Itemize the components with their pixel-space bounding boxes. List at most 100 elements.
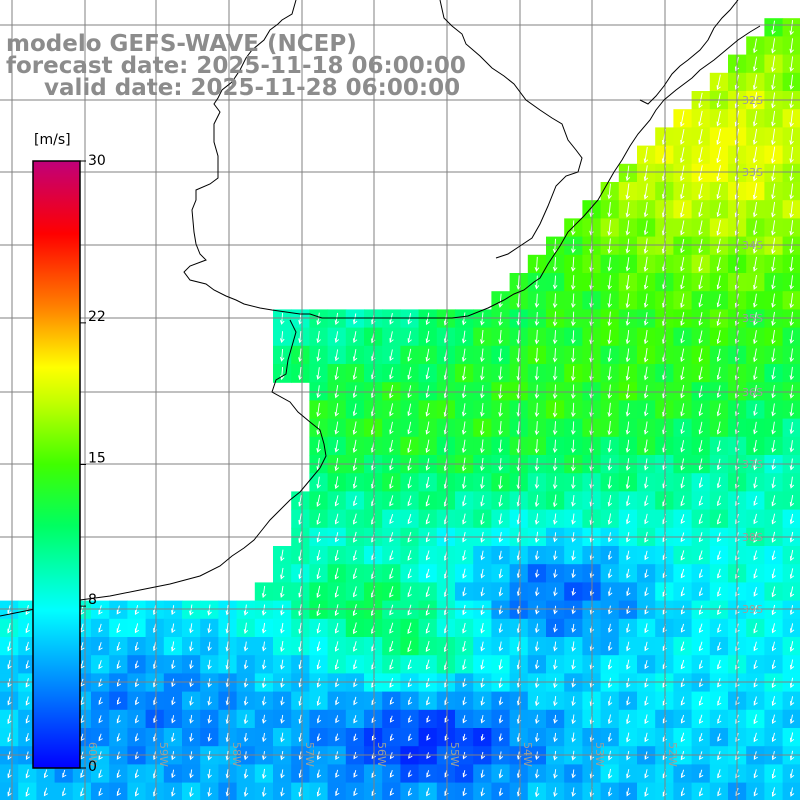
wind-arrow xyxy=(644,421,649,435)
wind-cell xyxy=(782,782,800,800)
wind-arrow xyxy=(116,714,121,724)
wind-arrow xyxy=(280,714,285,724)
wind-arrow xyxy=(280,659,285,670)
wind-arrow xyxy=(571,293,576,309)
wind-arrow xyxy=(80,733,85,742)
wind-arrow xyxy=(135,714,140,724)
wind-arrow xyxy=(753,256,758,272)
wind-arrow xyxy=(753,641,758,652)
wind-arrow xyxy=(262,641,267,652)
wind-arrow xyxy=(698,385,703,398)
wind-arrow xyxy=(680,238,685,254)
wind-arrow xyxy=(62,769,67,778)
wind-arrow xyxy=(353,714,358,724)
wind-arrow xyxy=(425,476,431,489)
wind-arrow xyxy=(316,421,321,435)
wind-arrow xyxy=(480,439,485,454)
wind-arrow xyxy=(571,421,576,435)
wind-arrow xyxy=(98,697,103,705)
wind-arrow xyxy=(771,367,776,380)
wind-arrow xyxy=(717,787,722,797)
wind-arrow xyxy=(462,513,467,525)
wind-arrow xyxy=(753,622,758,634)
wind-arrow xyxy=(771,732,777,743)
wind-arrow xyxy=(771,623,776,634)
wind-arrow xyxy=(771,183,776,200)
wind-arrow xyxy=(626,587,631,597)
wind-arrow xyxy=(498,787,504,797)
wind-arrow xyxy=(625,293,631,309)
wind-arrow xyxy=(461,348,467,362)
wind-arrow xyxy=(461,385,467,399)
lon-label: 58W xyxy=(230,742,243,767)
wind-arrow xyxy=(316,787,322,797)
wind-arrow xyxy=(607,402,613,418)
wind-arrow xyxy=(334,366,340,381)
wind-arrow xyxy=(771,74,776,91)
wind-arrow xyxy=(7,641,12,652)
lat-label: 38S xyxy=(742,531,763,544)
wind-arrow xyxy=(280,641,285,652)
wind-arrow xyxy=(698,183,703,200)
wind-arrow xyxy=(207,659,212,670)
wind-arrow xyxy=(498,550,504,561)
wind-arrow xyxy=(625,348,631,363)
wind-arrow xyxy=(607,238,612,254)
wind-arrow xyxy=(680,366,685,381)
wind-arrow xyxy=(408,787,413,797)
wind-arrow xyxy=(789,440,795,453)
wind-arrow xyxy=(353,550,358,561)
wind-arrow xyxy=(353,659,358,670)
wind-arrow xyxy=(480,348,485,363)
wind-arrow xyxy=(607,257,613,272)
wind-arrow xyxy=(171,641,176,652)
wind-arrow xyxy=(389,495,394,507)
wind-arrow xyxy=(316,769,322,779)
wind-arrow xyxy=(261,622,267,634)
wind-arrow xyxy=(680,384,685,399)
wind-arrow xyxy=(116,733,121,742)
wind-arrow xyxy=(717,769,722,779)
wind-arrow xyxy=(771,568,776,579)
coastline-interior xyxy=(439,0,583,259)
wind-arrow xyxy=(680,732,686,743)
wind-arrow xyxy=(626,769,631,779)
wind-arrow xyxy=(716,495,722,507)
wind-arrow xyxy=(553,714,558,724)
wind-arrow xyxy=(480,330,485,345)
wind-arrow xyxy=(98,715,103,724)
wind-arrow xyxy=(717,568,722,579)
wind-arrow xyxy=(352,366,358,381)
wind-arrow xyxy=(480,476,485,490)
wind-arrow xyxy=(80,769,85,778)
wind-arrow xyxy=(789,422,795,435)
wind-arrow xyxy=(135,642,140,651)
wind-arrow xyxy=(498,769,504,779)
wind-arrow xyxy=(262,787,267,797)
wind-arrow xyxy=(644,732,649,743)
wind-arrow xyxy=(753,238,758,254)
wind-arrow xyxy=(171,605,176,616)
wind-arrow xyxy=(771,440,776,453)
title-model: modelo GEFS-WAVE (NCEP) xyxy=(6,31,357,57)
wind-arrow xyxy=(425,385,430,399)
title-valid-date: valid date: 2025-11-28 06:00:00 xyxy=(44,75,461,101)
wind-arrow xyxy=(189,696,194,706)
wind-arrow xyxy=(716,330,722,345)
wind-arrow xyxy=(643,275,649,290)
wind-arrow xyxy=(534,696,540,707)
wind-arrow xyxy=(608,623,613,633)
coastline xyxy=(183,0,761,319)
wind-arrow xyxy=(644,495,649,507)
wind-arrow xyxy=(243,714,249,725)
wind-arrow xyxy=(408,733,413,742)
wind-arrow xyxy=(571,732,576,743)
wind-arrow xyxy=(116,623,121,634)
wind-arrow xyxy=(607,420,613,436)
wind-arrow xyxy=(753,348,758,363)
wind-arrow xyxy=(262,696,267,706)
wind-arrow xyxy=(717,696,722,706)
wind-arrow xyxy=(480,769,485,779)
wind-arrow xyxy=(698,641,704,652)
wind-arrow xyxy=(552,348,558,363)
